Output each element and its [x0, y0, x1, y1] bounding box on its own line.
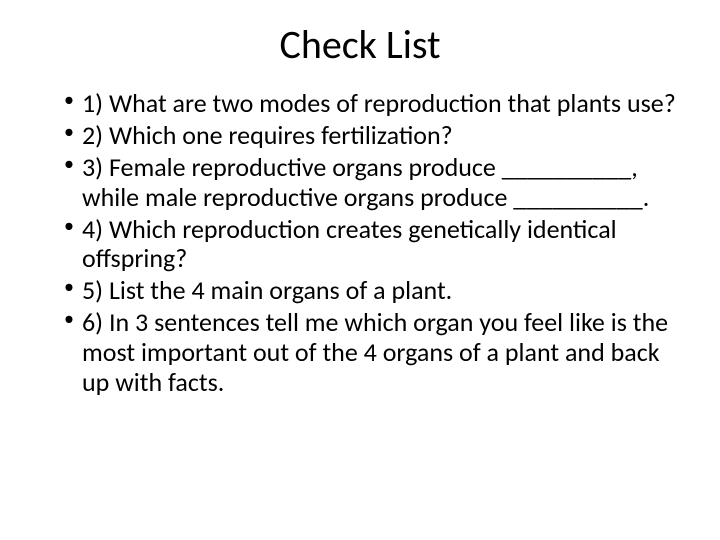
list-item: 3) Female reproductive organs produce __… — [64, 153, 680, 213]
list-item: 2) Which one requires fertilization? — [64, 121, 680, 151]
slide-title: Check List — [40, 20, 680, 69]
list-item: 1) What are two modes of reproduction th… — [64, 89, 680, 119]
list-item: 5) List the 4 main organs of a plant. — [64, 276, 680, 306]
list-item: 6) In 3 sentences tell me which organ yo… — [64, 308, 680, 398]
bullet-list: 1) What are two modes of reproduction th… — [40, 89, 680, 398]
list-item: 4) Which reproduction creates geneticall… — [64, 215, 680, 275]
slide-container: Check List 1) What are two modes of repr… — [0, 0, 720, 540]
